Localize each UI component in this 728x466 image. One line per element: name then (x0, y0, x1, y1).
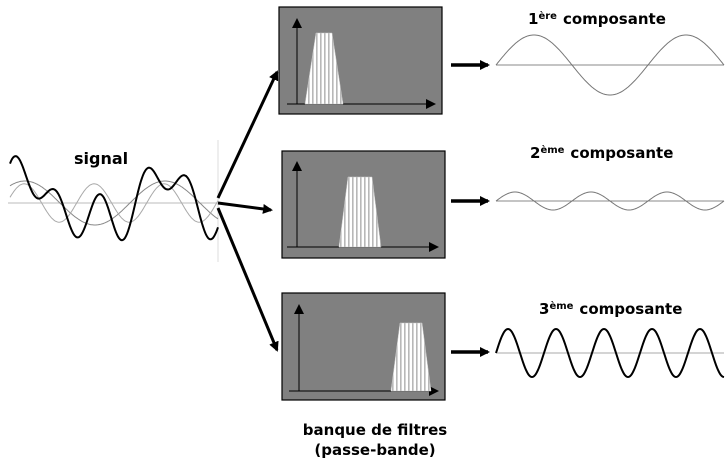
component-2: 2ème composante (495, 144, 725, 211)
caption-line-1: banque de filtres (302, 421, 448, 439)
component-label-3: 3ème composante (539, 300, 682, 318)
component-wave-1 (495, 34, 725, 96)
component-wave-2 (495, 191, 725, 211)
caption-line-2: (passe-bande) (314, 441, 436, 459)
component-label-1: 1ère composante (528, 10, 666, 28)
component-label-2: 2ème composante (530, 144, 673, 162)
passband-trapezoid (390, 322, 432, 392)
filter-box-1 (278, 6, 443, 115)
signal-component-curve-1 (9, 180, 219, 226)
split-arrows (216, 70, 279, 352)
arrow-to-filter-3 (216, 207, 279, 352)
input-signal: signal (8, 140, 222, 262)
passband-trapezoid (338, 176, 382, 248)
filter-panel (278, 6, 443, 115)
arrow-to-filter-2 (217, 201, 273, 214)
signal-sum-curve (9, 155, 219, 242)
filter-box-3 (281, 292, 446, 401)
arrow-to-filter-1 (216, 70, 279, 199)
output-arrows (451, 60, 490, 357)
signal-label: signal (74, 149, 128, 168)
component-wave-3 (495, 327, 725, 379)
component-3: 3ème composante (495, 300, 725, 379)
signal-component-curve-2 (9, 183, 219, 223)
passband-trapezoid (304, 32, 344, 105)
component-1: 1ère composante (495, 10, 725, 96)
filter-box-2 (281, 150, 446, 259)
filter-bank-caption: banque de filtres (passe-bande) (260, 420, 490, 460)
